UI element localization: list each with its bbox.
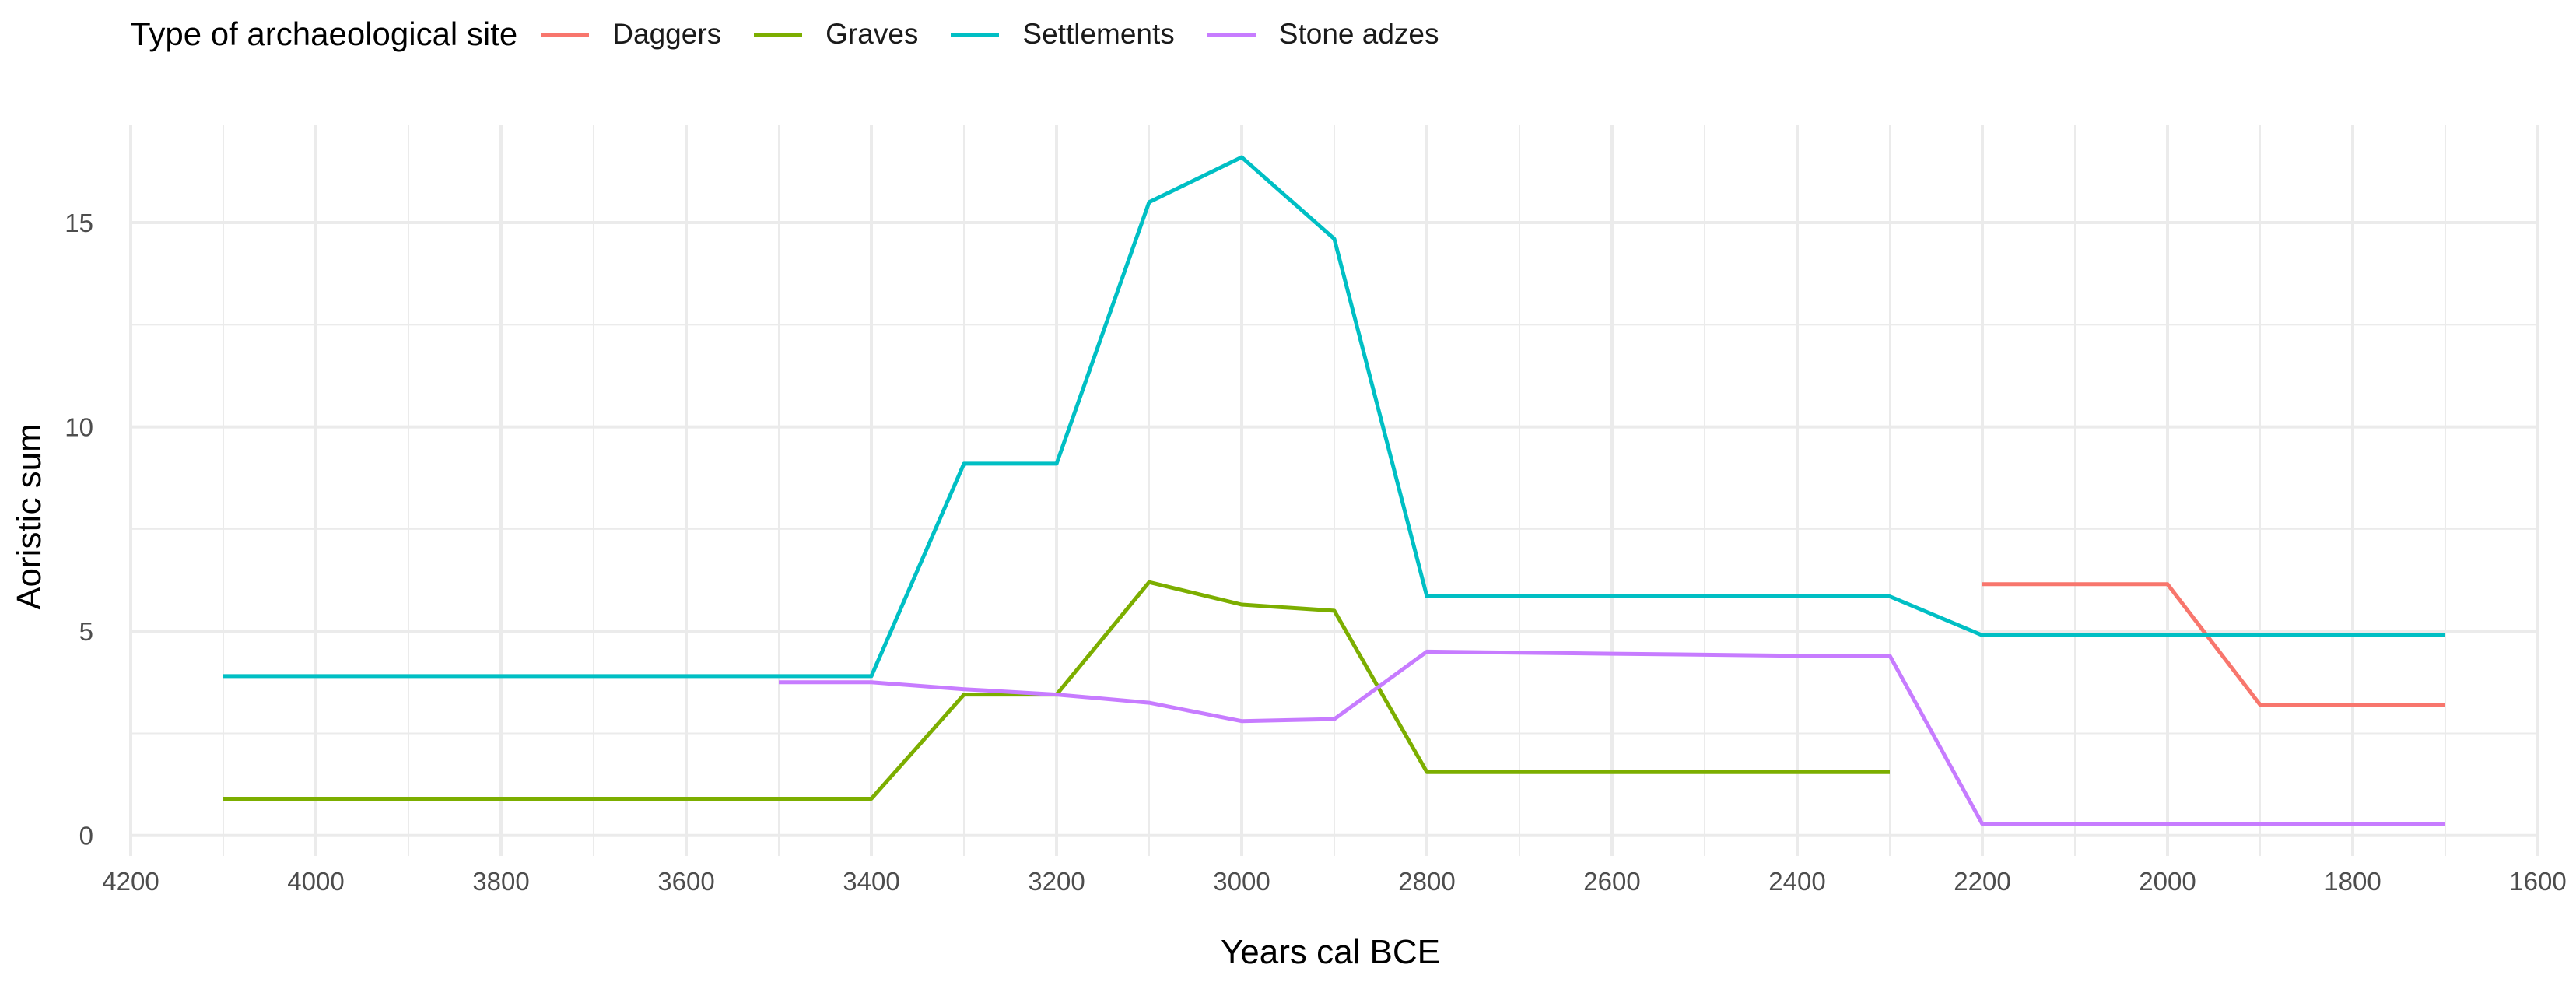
legend-entry-graves: Graves [754, 18, 918, 51]
legend-title: Type of archaeological site [131, 16, 518, 52]
series-line-stone-adzes [779, 649, 2445, 826]
y-tick-label: 0 [79, 822, 93, 850]
x-tick-label: 3600 [657, 867, 714, 896]
x-tick-label: 2000 [2139, 867, 2196, 896]
x-tick-label: 3800 [472, 867, 529, 896]
legend-key-stone-adzes [1207, 32, 1256, 37]
x-tick-label: 4200 [102, 867, 159, 896]
x-tick-label: 2800 [1398, 867, 1455, 896]
x-tick-label: 1600 [2509, 867, 2566, 896]
x-axis-tick-labels: 4200 4000 3800 3600 3400 3200 3000 2800 2600 2400… [102, 867, 2566, 896]
series-line-daggers [1982, 582, 2445, 707]
y-tick-label: 15 [65, 209, 93, 237]
legend-entry-settlements: Settlements [951, 18, 1175, 51]
legend-entry-daggers: Daggers [541, 18, 721, 51]
x-tick-label: 2400 [1768, 867, 1825, 896]
y-tick-label: 10 [65, 413, 93, 442]
grid-minor [131, 125, 2538, 856]
x-tick-label: 3200 [1028, 867, 1085, 896]
series-line-graves [223, 580, 1890, 801]
x-tick-label: 1800 [2324, 867, 2381, 896]
x-tick-label: 3400 [843, 867, 899, 896]
legend-entry-stone-adzes: Stone adzes [1207, 18, 1439, 51]
legend-key-settlements [951, 32, 1000, 37]
x-tick-label: 2600 [1583, 867, 1640, 896]
series-line-settlements [223, 155, 2445, 679]
legend: Type of archaeological site Daggers Grav… [131, 11, 1472, 58]
x-tick-label: 4000 [287, 867, 344, 896]
x-tick-label: 2200 [1954, 867, 2010, 896]
y-tick-label: 5 [79, 617, 93, 646]
legend-label-settlements: Settlements [1022, 18, 1175, 50]
legend-label-graves: Graves [825, 18, 919, 50]
legend-key-graves [754, 32, 803, 37]
y-axis-title: Aoristic sum [10, 423, 48, 610]
grid-major [129, 125, 2539, 856]
x-tick-label: 3000 [1213, 867, 1270, 896]
legend-label-daggers: Daggers [612, 18, 722, 50]
legend-key-daggers [541, 32, 590, 37]
x-axis-title: Years cal BCE [1221, 933, 1440, 971]
legend-label-stone-adzes: Stone adzes [1278, 18, 1439, 50]
y-axis-tick-labels: 0 5 10 15 [65, 209, 93, 850]
series-lines [223, 155, 2445, 826]
